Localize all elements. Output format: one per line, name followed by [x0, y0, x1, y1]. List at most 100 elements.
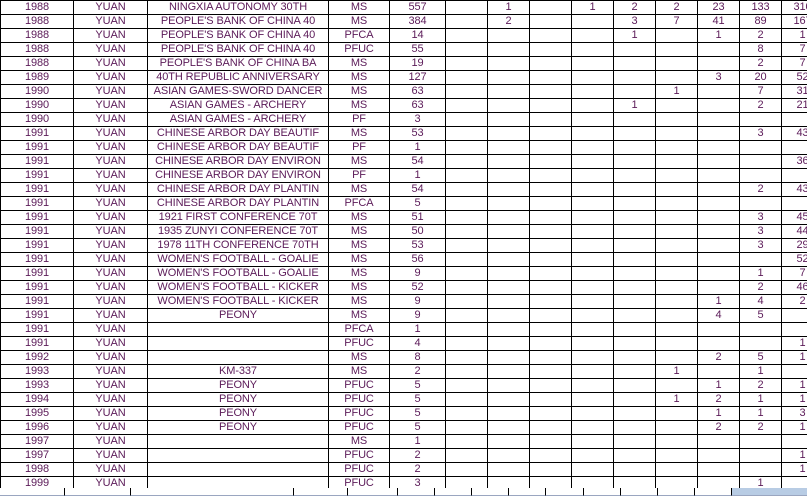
cell-grade-count[interactable]: 5	[739, 308, 782, 323]
cell-quantity[interactable]: 1	[389, 434, 446, 449]
cell-title[interactable]: WOMEN'S FOOTBALL - GOALIE	[147, 266, 329, 281]
cell-grade-count[interactable]: 2	[739, 98, 782, 113]
cell-year[interactable]: 1997	[0, 434, 74, 449]
cell-grade-count[interactable]	[445, 224, 488, 239]
cell-grade-count[interactable]	[529, 322, 572, 337]
cell-condition[interactable]: PFCA	[328, 196, 390, 211]
cell-grade-count[interactable]	[445, 42, 488, 57]
cell-year[interactable]: 1991	[0, 322, 74, 337]
cell-grade-count[interactable]	[445, 56, 488, 71]
cell-grade-count[interactable]	[529, 42, 572, 57]
cell-grade-count[interactable]: 7	[781, 42, 807, 57]
cell-quantity[interactable]: 5	[389, 392, 446, 407]
cell-quantity[interactable]: 52	[389, 280, 446, 295]
cell-title[interactable]: CHINESE ARBOR DAY BEAUTIF	[147, 126, 329, 141]
cell-condition[interactable]: MS	[328, 210, 390, 225]
cell-grade-count[interactable]	[529, 168, 572, 183]
cell-grade-count[interactable]	[739, 154, 782, 169]
cell-year[interactable]: 1991	[0, 168, 74, 183]
cell-grade-count[interactable]	[529, 308, 572, 323]
cell-grade-count[interactable]	[613, 280, 656, 295]
cell-title[interactable]: CHINESE ARBOR DAY PLANTIN	[147, 196, 329, 211]
cell-grade-count[interactable]	[445, 252, 488, 267]
cell-grade-count[interactable]	[571, 392, 614, 407]
cell-grade-count[interactable]	[571, 378, 614, 393]
cell-title[interactable]: PEONY	[147, 378, 329, 393]
cell-title[interactable]: 1978 11TH CONFERENCE 70TH	[147, 238, 329, 253]
cell-currency[interactable]: YUAN	[73, 70, 148, 85]
cell-grade-count[interactable]	[571, 210, 614, 225]
cell-grade-count[interactable]	[697, 322, 740, 337]
cell-currency[interactable]: YUAN	[73, 322, 148, 337]
cell-grade-count[interactable]	[487, 154, 530, 169]
cell-year[interactable]: 1988	[0, 14, 74, 29]
cell-grade-count[interactable]: 2	[697, 392, 740, 407]
cell-grade-count[interactable]: 2	[739, 56, 782, 71]
cell-grade-count[interactable]	[571, 98, 614, 113]
cell-grade-count[interactable]	[529, 364, 572, 379]
cell-grade-count[interactable]	[529, 392, 572, 407]
cell-grade-count[interactable]: 1	[781, 378, 807, 393]
cell-condition[interactable]: PF	[328, 140, 390, 155]
cell-condition[interactable]: MS	[328, 84, 390, 99]
cell-quantity[interactable]: 9	[389, 266, 446, 281]
cell-year[interactable]: 1993	[0, 378, 74, 393]
cell-condition[interactable]: MS	[328, 70, 390, 85]
cell-condition[interactable]: MS	[328, 266, 390, 281]
cell-grade-count[interactable]	[613, 210, 656, 225]
cell-grade-count[interactable]	[571, 434, 614, 449]
cell-grade-count[interactable]: 2	[697, 420, 740, 435]
cell-title[interactable]: WOMEN'S FOOTBALL - GOALIE	[147, 252, 329, 267]
cell-grade-count[interactable]	[571, 154, 614, 169]
cell-quantity[interactable]: 557	[389, 0, 446, 15]
cell-grade-count[interactable]	[781, 434, 807, 449]
cell-currency[interactable]: YUAN	[73, 56, 148, 71]
table-row[interactable]: 1988 YUAN PEOPLE'S BANK OF CHINA 40 MS 384 2 3…	[0, 14, 807, 29]
cell-condition[interactable]: MS	[328, 252, 390, 267]
cell-grade-count[interactable]: 46	[781, 280, 807, 295]
cell-grade-count[interactable]	[655, 252, 698, 267]
cell-grade-count[interactable]: 2	[739, 280, 782, 295]
cell-year[interactable]: 1992	[0, 350, 74, 365]
cell-grade-count[interactable]	[487, 308, 530, 323]
cell-year[interactable]: 1988	[0, 42, 74, 57]
cell-grade-count[interactable]	[613, 126, 656, 141]
cell-grade-count[interactable]	[445, 280, 488, 295]
cell-year[interactable]: 1991	[0, 182, 74, 197]
cell-grade-count[interactable]	[487, 266, 530, 281]
cell-grade-count[interactable]	[571, 308, 614, 323]
cell-grade-count[interactable]	[487, 126, 530, 141]
cell-grade-count[interactable]	[697, 266, 740, 281]
cell-grade-count[interactable]	[613, 336, 656, 351]
cell-grade-count[interactable]	[571, 364, 614, 379]
cell-currency[interactable]: YUAN	[73, 42, 148, 57]
cell-grade-count[interactable]	[571, 28, 614, 43]
cell-grade-count[interactable]	[529, 266, 572, 281]
cell-grade-count[interactable]	[571, 168, 614, 183]
cell-grade-count[interactable]	[739, 196, 782, 211]
cell-grade-count[interactable]	[655, 112, 698, 127]
cell-grade-count[interactable]	[571, 350, 614, 365]
cell-grade-count[interactable]	[571, 140, 614, 155]
cell-title[interactable]	[147, 322, 329, 337]
cell-currency[interactable]: YUAN	[73, 308, 148, 323]
cell-grade-count[interactable]: 1	[613, 28, 656, 43]
cell-grade-count[interactable]	[697, 84, 740, 99]
cell-title[interactable]: PEONY	[147, 420, 329, 435]
cell-grade-count[interactable]	[613, 56, 656, 71]
cell-currency[interactable]: YUAN	[73, 224, 148, 239]
cell-grade-count[interactable]: 1	[571, 0, 614, 15]
cell-condition[interactable]: PF	[328, 112, 390, 127]
cell-title[interactable]: 1921 FIRST CONFERENCE 70T	[147, 210, 329, 225]
cell-grade-count[interactable]	[613, 294, 656, 309]
cell-grade-count[interactable]	[487, 462, 530, 477]
cell-grade-count[interactable]	[655, 154, 698, 169]
cell-grade-count[interactable]: 52	[781, 252, 807, 267]
cell-title[interactable]: CHINESE ARBOR DAY ENVIRON	[147, 154, 329, 169]
cell-grade-count[interactable]	[655, 28, 698, 43]
cell-grade-count[interactable]	[445, 196, 488, 211]
cell-quantity[interactable]: 54	[389, 154, 446, 169]
